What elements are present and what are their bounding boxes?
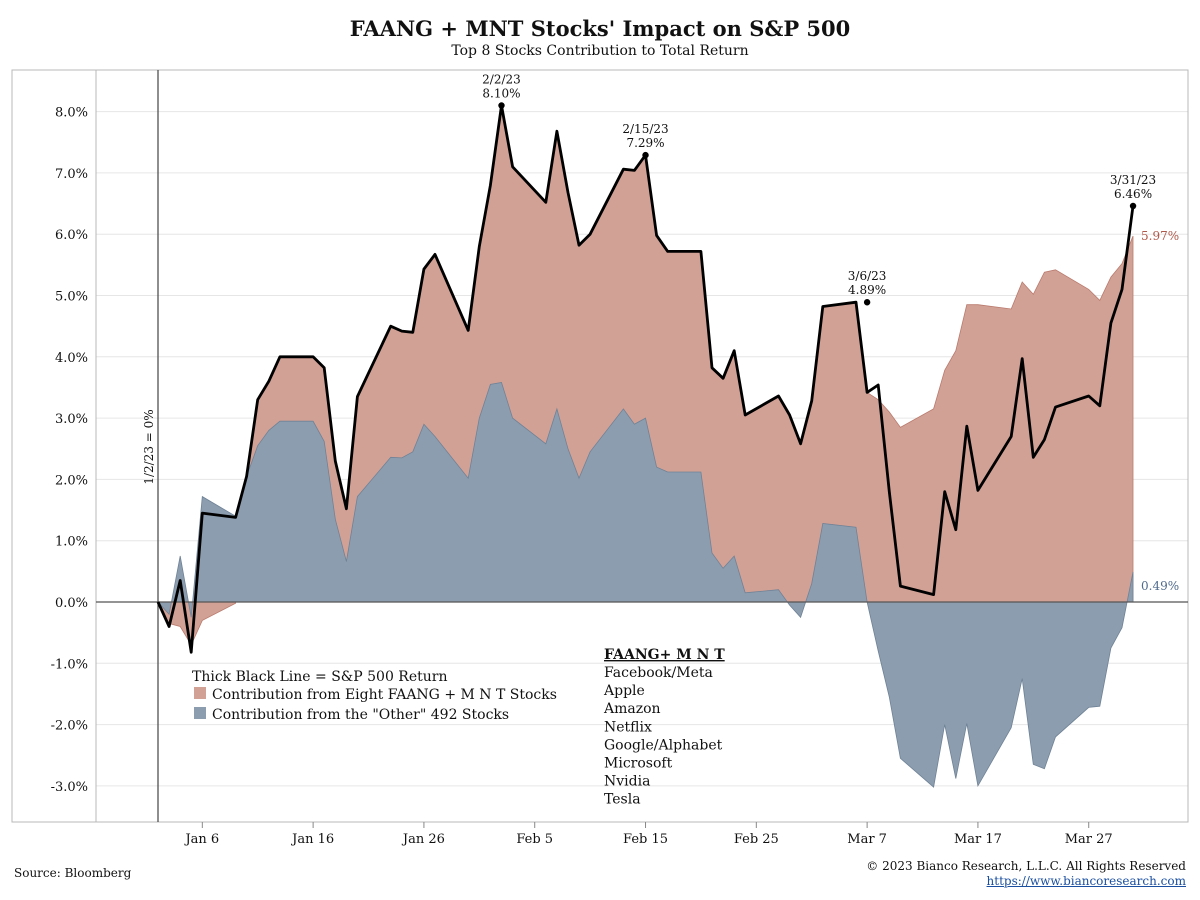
faang-end-label: 5.97% — [1141, 229, 1179, 243]
y-tick-label: 0.0% — [55, 596, 88, 611]
y-tick-label: 6.0% — [55, 228, 88, 243]
y-tick-label: 5.0% — [55, 290, 88, 305]
y-tick-label: 4.0% — [55, 351, 88, 366]
faang-list-item: Microsoft — [604, 756, 673, 772]
baseline-label: 1/2/23 = 0% — [142, 409, 156, 484]
annotation-date: 2/2/23 — [482, 72, 521, 86]
annotation-marker — [642, 151, 649, 159]
faang-list-item: Apple — [603, 683, 645, 699]
x-tick-label: Mar 27 — [1065, 832, 1113, 847]
copyright-text: © 2023 Bianco Research, L.L.C. All Right… — [866, 859, 1186, 873]
faang-list-item: Facebook/Meta — [604, 665, 713, 681]
faang-list-item: Nvidia — [604, 774, 650, 790]
x-tick-label: Feb 5 — [516, 832, 553, 847]
annotation-value: 8.10% — [482, 86, 520, 100]
y-tick-label: 1.0% — [55, 535, 88, 550]
other-492-contribution-area — [157, 382, 1134, 788]
y-tick-label: 7.0% — [55, 167, 88, 182]
annotation-marker — [863, 299, 871, 306]
copyright-block: © 2023 Bianco Research, L.L.C. All Right… — [866, 859, 1186, 889]
annotation-marker — [1129, 202, 1137, 210]
y-tick-label: -3.0% — [51, 780, 88, 795]
faang-list-item: Amazon — [603, 701, 661, 717]
source-note: Source: Bloomberg — [14, 866, 132, 880]
y-tick-label: 3.0% — [55, 412, 88, 427]
annotation-date: 3/31/23 — [1110, 173, 1156, 187]
legend-sp500: Thick Black Line = S&P 500 Return — [192, 669, 447, 685]
annotation-date: 3/6/23 — [848, 269, 887, 283]
x-tick-label: Jan 16 — [290, 832, 334, 847]
y-tick-label: -1.0% — [51, 657, 88, 672]
annotation-value: 7.29% — [626, 136, 664, 150]
x-tick-label: Mar 7 — [847, 832, 887, 847]
legend-faang: Contribution from Eight FAANG + M N T St… — [212, 687, 557, 703]
website-link[interactable]: https://www.biancoresearch.com — [986, 874, 1186, 888]
legend-other: Contribution from the "Other" 492 Stocks — [212, 707, 509, 723]
axes: 8.0% 7.0% 6.0% 5.0% 4.0% 3.0% 2.0% 1.0% 0.0% -1.0… — [11, 69, 1189, 847]
faang-list-item: Tesla — [604, 792, 641, 808]
y-tick-label: 8.0% — [55, 106, 88, 121]
x-tick-label: Mar 17 — [954, 832, 1002, 847]
x-tick-label: Feb 25 — [734, 832, 779, 847]
chart-labels: 1/2/23 = 0% 2/2/238.10% 2/15/237.29% 3/6/23… — [142, 72, 1179, 807]
annotation-value: 6.46% — [1114, 187, 1152, 201]
annotation-value: 4.89% — [848, 283, 886, 297]
annotation-date: 2/15/23 — [622, 122, 668, 136]
faang-list-heading: FAANG+ M N T — [604, 647, 725, 663]
y-tick-label: 2.0% — [55, 473, 88, 488]
annotation-marker — [498, 102, 505, 109]
other-end-label: 0.49% — [1141, 579, 1179, 593]
faang-list-item: Netflix — [604, 719, 652, 735]
chart-subtitle: Top 8 Stocks Contribution to Total Retur… — [451, 43, 749, 59]
plot-frame — [11, 69, 1189, 823]
faang-list-item: Google/Alphabet — [604, 737, 723, 753]
x-tick-label: Jan 6 — [183, 832, 219, 847]
x-tick-label: Jan 26 — [401, 832, 445, 847]
x-tick-label: Feb 15 — [623, 832, 668, 847]
y-tick-label: -2.0% — [51, 719, 88, 734]
legend-swatch-other — [194, 707, 206, 719]
legend-swatch-faang — [194, 687, 206, 699]
chart-title: FAANG + MNT Stocks' Impact on S&P 500 — [349, 16, 851, 41]
